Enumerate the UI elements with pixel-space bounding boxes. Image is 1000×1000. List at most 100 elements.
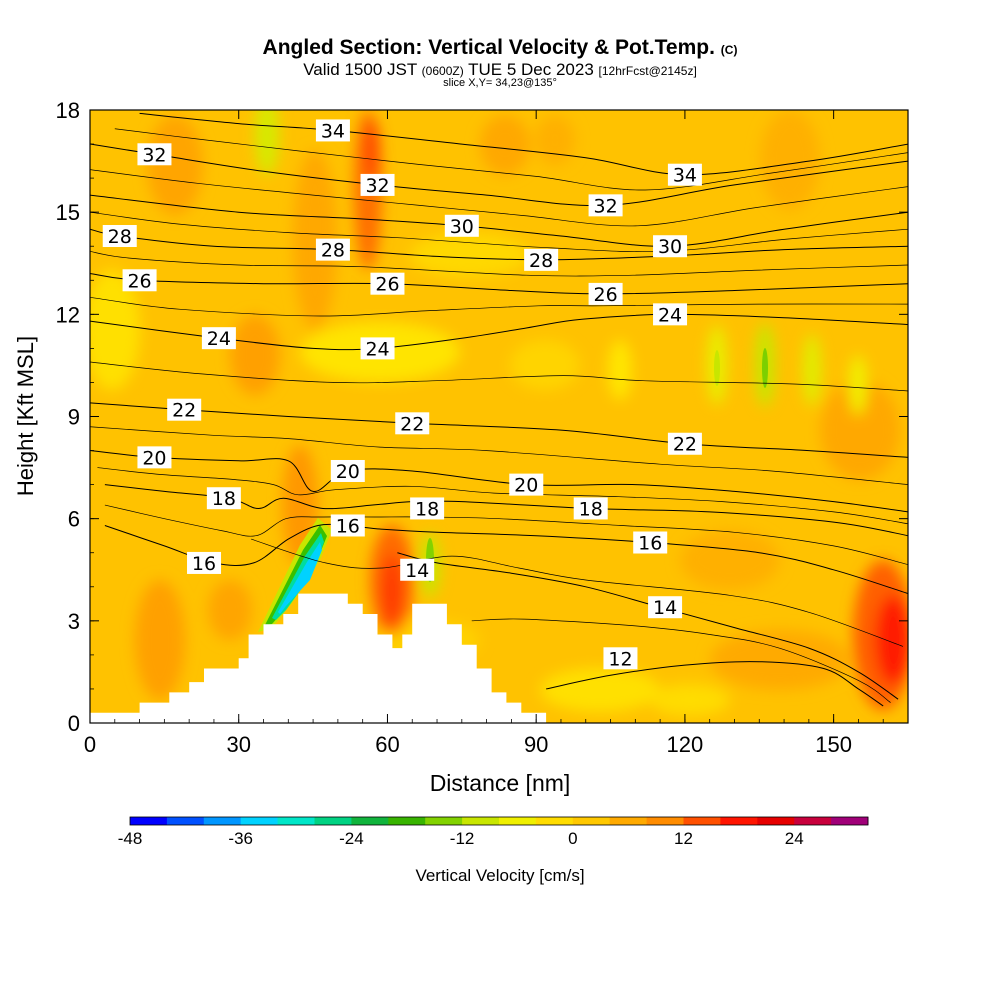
- theta-label-22: 22: [395, 412, 430, 435]
- theta-label-18: 18: [573, 497, 608, 520]
- colorbar-swatch: [462, 817, 500, 825]
- theta-label-20: 20: [137, 446, 172, 469]
- y-axis: 0 3 6 9 12 15 18: [56, 98, 908, 736]
- colorbar-tick-label: 0: [568, 829, 577, 848]
- theta-label-16: 16: [187, 551, 222, 575]
- theta-contour-minor: [104, 504, 908, 565]
- x-tick-label: 0: [84, 732, 96, 757]
- slice-info: slice X,Y= 34,23@135°: [443, 77, 557, 89]
- colorbar-swatch: [683, 817, 721, 825]
- theta-label-text: 30: [450, 216, 474, 238]
- theta-label-text: 34: [673, 165, 697, 187]
- theta-label-text: 20: [336, 461, 360, 483]
- chart-title: Angled Section: Vertical Velocity & Pot.…: [0, 36, 1000, 60]
- y-tick-label: 9: [68, 405, 80, 430]
- colorbar-swatch: [314, 817, 352, 825]
- theta-contour-34: [139, 112, 908, 176]
- theta-label-28: 28: [102, 225, 137, 248]
- y-tick-label: 18: [56, 98, 80, 123]
- theta-label-text: 12: [608, 648, 632, 670]
- colorbar-tick-label: -36: [228, 829, 253, 848]
- theta-label-text: 22: [172, 400, 196, 422]
- colorbar-swatch: [166, 817, 205, 825]
- y-tick-label: 3: [68, 609, 80, 634]
- theta-label-32: 32: [360, 173, 395, 197]
- theta-label-30: 30: [444, 214, 479, 238]
- theta-contour-minor: [114, 128, 908, 191]
- colorbar-swatch: [572, 817, 611, 825]
- theta-label-text: 16: [192, 553, 216, 575]
- theta-label-text: 28: [529, 250, 553, 272]
- theta-label-text: 16: [336, 515, 360, 537]
- theta-label-24: 24: [201, 327, 236, 350]
- theta-contour-minor: [251, 538, 904, 647]
- colorbar-swatch: [351, 817, 389, 825]
- x-tick-label: 60: [375, 732, 399, 757]
- copyright-mark: (C): [720, 43, 738, 57]
- colorbar-tick-label: 12: [674, 829, 693, 848]
- colorbar-swatch: [499, 817, 537, 825]
- theta-label-20: 20: [330, 459, 365, 483]
- theta-label-text: 24: [207, 328, 231, 350]
- theta-label-28: 28: [315, 238, 350, 262]
- colorbar-tick-label: -12: [450, 829, 475, 848]
- theta-label-26: 26: [122, 269, 157, 292]
- theta-label-32: 32: [588, 194, 623, 217]
- colorbar-swatch: [130, 817, 168, 825]
- colorbar-swatch: [757, 817, 795, 825]
- x-tick-label: 90: [524, 732, 548, 757]
- theta-label-26: 26: [588, 282, 623, 306]
- colorbar-tick-label: 24: [785, 829, 804, 848]
- theta-contour-minor: [90, 250, 908, 277]
- colorbar-swatch: [203, 817, 242, 825]
- theta-label-text: 18: [415, 498, 439, 520]
- theta-contour-20: [90, 450, 908, 513]
- colorbar-tick-label: -48: [118, 829, 143, 848]
- terrain-mask: [90, 593, 547, 724]
- theta-label-text: 14: [405, 560, 429, 582]
- colorbar-tick-label: -24: [339, 829, 364, 848]
- theta-label-text: 20: [142, 447, 166, 469]
- theta-label-text: 26: [375, 274, 399, 296]
- theta-label-text: 32: [365, 175, 389, 197]
- theta-contour-minor: [90, 211, 908, 253]
- theta-label-text: 34: [321, 120, 345, 142]
- contour-labels: 12 14 14 16 16 16 18 18 18 20 20 20 22 22 22 24 24 24 26 26…: [102, 119, 702, 670]
- theta-label-24: 24: [653, 303, 688, 326]
- theta-contours: [90, 112, 908, 707]
- theta-contour-minor: [97, 467, 908, 525]
- theta-label-text: 26: [127, 270, 151, 292]
- colorbar-frame: [129, 816, 869, 826]
- theta-label-text: 24: [658, 304, 682, 326]
- theta-label-text: 30: [658, 236, 682, 258]
- theta-contour-32: [90, 143, 908, 207]
- theta-label-text: 16: [638, 533, 662, 555]
- theta-label-12: 12: [603, 647, 638, 670]
- velocity-field: [90, 110, 908, 723]
- valid-zulu: (0600Z): [421, 64, 464, 78]
- x-axis: 0 30 60 90 120 150: [84, 110, 909, 757]
- colorbar-swatch: [240, 817, 279, 825]
- theta-label-34: 34: [315, 119, 350, 142]
- theta-contour-minor: [90, 426, 908, 485]
- colorbar-swatch: [388, 817, 426, 825]
- theta-contour-24: [90, 313, 908, 351]
- colorbar-swatch: [425, 817, 463, 825]
- theta-label-14: 14: [400, 558, 435, 582]
- colorbar-swatch: [609, 817, 648, 825]
- y-axis-label: Height [Kft MSL]: [13, 336, 38, 496]
- chart-title-text: Angled Section: Vertical Velocity & Pot.…: [262, 36, 715, 59]
- x-tick-label: 120: [667, 732, 704, 757]
- theta-label-28: 28: [524, 248, 559, 272]
- theta-label-24: 24: [360, 337, 395, 360]
- theta-label-20: 20: [509, 473, 544, 497]
- theta-contour-28: [90, 228, 908, 261]
- theta-contour-30: [90, 194, 908, 247]
- theta-label-26: 26: [370, 272, 405, 296]
- theta-label-22: 22: [167, 398, 202, 422]
- colorbar-swatch: [646, 817, 684, 825]
- theta-contour-minor: [90, 169, 908, 227]
- theta-label-18: 18: [206, 487, 241, 510]
- theta-label-text: 22: [400, 413, 424, 435]
- valid-time: Valid 1500 JST: [303, 60, 417, 79]
